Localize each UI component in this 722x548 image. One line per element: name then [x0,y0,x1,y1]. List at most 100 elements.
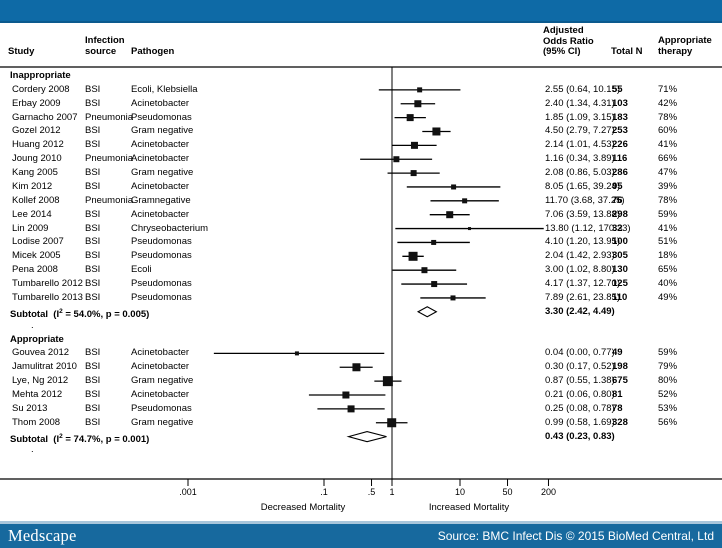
study-row: Mehta 2012 BSI Acinetobacter 0.21 (0.06, 0.… [0,389,722,402]
subtotal-row: Subtotal (I2 = 74.7%, p = 0.001) 0.43 (0.… [0,430,722,445]
or-point-marker [468,227,472,231]
or-point-marker [431,281,438,288]
or-point-marker [408,251,418,261]
appropriate-therapy-cell: 53% [658,402,678,414]
pathogen-cell: Acinetobacter [131,347,190,359]
infection-source-cell: BSI [85,416,101,428]
column-header-infection-line2: source [85,45,117,57]
infection-source-cell: BSI [85,291,101,303]
infection-source-cell: BSI [85,375,101,387]
pathogen-cell: Acinetobacter [131,153,190,165]
forest-plot-svg [0,66,722,486]
study-name-cell: Huang 2012 [12,139,64,151]
pathogen-cell: Pseudomonas [131,111,192,123]
pathogen-cell: Acinetobacter [131,180,190,192]
study-name-cell: Jamulitrat 2010 [12,361,77,373]
infection-source-cell: Pneumonia [85,153,134,165]
infection-source-cell: BSI [85,180,101,192]
subtotal-row: Subtotal (I2 = 54.0%, p = 0.005) 3.30 (2.… [0,306,722,320]
odds-ratio-cell: 1.16 (0.34, 3.89) [545,153,615,165]
study-row: Micek 2005 BSI Pseudomonas 2.04 (1.42, 2.93… [0,250,722,263]
odds-ratio-cell: 2.14 (1.01, 4.53) [545,139,615,151]
study-row: Erbay 2009 BSI Acinetobacter 2.40 (1.34, 4.… [0,98,722,111]
subtotal-odds-ratio-cell: 0.43 (0.23, 0.83) [545,430,615,442]
total-n-cell: 100 [612,236,628,248]
study-row: Thom 2008 BSI Gram negative 0.99 (0.58, 1.6… [0,417,722,430]
infection-source-cell: BSI [85,389,101,400]
infection-source-cell: BSI [85,361,101,373]
appropriate-therapy-cell: 79% [658,361,678,373]
axis-tick-label: .5 [367,487,376,497]
total-n-cell: 95 [612,180,623,192]
infection-source-cell: BSI [85,347,101,359]
pathogen-cell: Pseudomonas [131,278,192,290]
total-n-cell: 32 [612,222,623,234]
odds-ratio-cell: 3.00 (1.02, 8.80) [545,264,615,276]
pathogen-cell: Gram negative [131,375,194,387]
appropriate-therapy-cell: 66% [658,153,678,165]
appropriate-therapy-cell: 18% [658,250,678,262]
study-name-cell: Lodise 2007 [12,236,64,248]
axis-tick-label: 10 [454,487,465,497]
study-name-cell: Kim 2012 [12,180,53,192]
or-point-marker [414,100,422,108]
study-name-cell: Garnacho 2007 [12,111,78,123]
or-point-marker [410,141,418,149]
study-row: Pena 2008 BSI Ecoli 3.00 (1.02, 8.80) 130 65% [0,264,722,277]
total-n-cell: 116 [612,153,628,165]
study-row: Jamulitrat 2010 BSI Acinetobacter 0.30 (0.1… [0,361,722,374]
appropriate-therapy-cell: 39% [658,180,678,192]
total-n-cell: 81 [612,389,623,400]
infection-source-cell: BSI [85,83,101,95]
total-n-cell: 183 [612,111,628,123]
axis-tick-label: 50 [502,487,513,497]
study-name-cell: Joung 2010 [12,153,62,165]
column-header-study: Study [8,46,35,57]
study-name-cell: Lin 2009 [12,222,49,234]
total-n-cell: 328 [612,416,628,428]
infection-source-cell: BSI [85,402,101,414]
infection-source-cell: BSI [85,167,101,179]
study-row: Lin 2009 BSI Chryseobacterium 13.80 (1.12, … [0,223,722,236]
odds-ratio-cell: 0.99 (0.58, 1.69) [545,416,615,428]
or-point-marker [294,351,299,356]
pathogen-cell: Gram negative [131,416,194,428]
appropriate-therapy-cell: 56% [658,416,678,428]
or-point-marker [432,127,441,136]
column-header-pathogen: Pathogen [131,46,175,57]
axis-tick-label: 200 [540,487,556,497]
total-n-cell: 298 [612,208,628,220]
column-header-or-line1: Adjusted [543,25,584,36]
or-point-marker [352,363,361,372]
top-bar [0,0,722,23]
odds-ratio-cell: 11.70 (3.68, 37.25) [545,194,625,206]
odds-ratio-cell: 4.50 (2.79, 7.27) [545,125,615,137]
axis-tick-label: .1 [320,487,328,497]
infection-source-cell: BSI [85,208,101,220]
pathogen-cell: Gram negative [131,167,194,179]
column-header-or-line3: (95% CI) [543,46,581,57]
odds-ratio-cell: 0.87 (0.55, 1.38) [545,375,615,387]
appropriate-therapy-cell: 80% [658,375,678,387]
study-row: Lodise 2007 BSI Pseudomonas 4.10 (1.20, 13.… [0,236,722,249]
study-name-cell: Lee 2014 [12,208,52,220]
study-row: Kollef 2008 Pneumonia Gramnegative 11.70 (3… [0,195,722,208]
infection-source-cell: BSI [85,264,101,276]
forest-plot: Study Infection source Pathogen Adjusted… [0,23,722,518]
odds-ratio-cell: 0.04 (0.00, 0.77) [545,347,615,359]
or-point-marker [431,239,437,245]
odds-ratio-cell: 0.30 (0.17, 0.52) [545,361,615,373]
study-row: Lye, Ng 2012 BSI Gram negative 0.87 (0.55, … [0,375,722,388]
infection-source-cell: BSI [85,250,101,262]
infection-source-cell: BSI [85,278,101,290]
total-n-cell: 253 [612,125,628,137]
appropriate-therapy-cell: 65% [658,264,678,276]
infection-source-cell: Pneumonia [85,194,134,206]
appropriate-therapy-cell: 51% [658,236,678,248]
spacer-dot: . [31,319,34,331]
axis-label-increased-mortality: Increased Mortality [428,502,510,513]
study-row: Kim 2012 BSI Acinetobacter 8.05 (1.65, 39.2… [0,181,722,194]
source-attribution: Source: BMC Infect Dis © 2015 BioMed Cen… [437,529,714,543]
or-point-marker [342,391,350,399]
study-row: Kang 2005 BSI Gram negative 2.08 (0.86, 5.0… [0,167,722,180]
